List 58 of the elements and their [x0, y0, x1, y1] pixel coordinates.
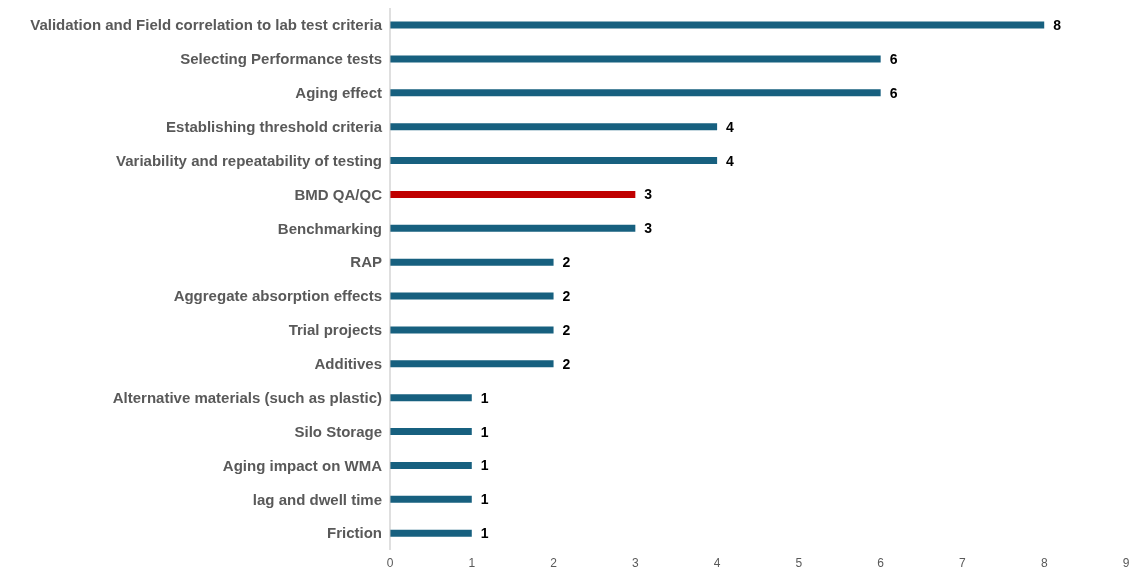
data-label: 1	[480, 457, 489, 474]
x-tick-label: 7	[959, 555, 967, 570]
data-label: 6	[889, 84, 898, 101]
y-tick-label: Validation and Field correlation to lab test criteria	[30, 16, 383, 34]
y-tick-label: Friction	[327, 524, 382, 542]
bar	[390, 529, 472, 537]
bar	[390, 394, 472, 402]
data-label: 1	[480, 423, 489, 440]
data-label: 3	[644, 186, 653, 203]
data-label: 2	[562, 321, 571, 338]
y-tick-label: BMD QA/QC	[294, 185, 383, 203]
y-tick-label: Aging effect	[295, 84, 382, 102]
y-tick-label: Establishing threshold criteria	[166, 117, 383, 135]
y-tick-label: Aggregate absorption effects	[173, 287, 382, 305]
x-tick-label: 0	[386, 555, 394, 570]
bar	[390, 258, 554, 266]
bar	[390, 89, 881, 97]
bar	[390, 123, 718, 131]
data-label: 1	[480, 389, 489, 406]
y-tick-label: Trial projects	[288, 321, 382, 339]
data-label: 1	[480, 525, 489, 542]
x-tick-label: 2	[550, 555, 558, 570]
x-tick-label: 9	[1122, 555, 1130, 570]
y-tick-label: Benchmarking	[277, 219, 382, 237]
y-tick-label: Additives	[314, 355, 382, 373]
data-label: 4	[726, 152, 735, 169]
y-tick-label: Selecting Performance tests	[180, 50, 382, 68]
bar	[390, 21, 1045, 29]
bar	[390, 326, 554, 334]
bar	[390, 224, 636, 232]
x-tick-label: 6	[877, 555, 885, 570]
bar	[390, 360, 554, 368]
y-tick-label: Alternative materials (such as plastic)	[112, 388, 382, 406]
data-label: 6	[889, 50, 898, 67]
data-label: 4	[726, 118, 735, 135]
bar	[390, 495, 472, 503]
data-label: 3	[644, 220, 653, 237]
bar	[390, 428, 472, 436]
data-label: 2	[562, 355, 571, 372]
y-tick-label: Aging impact on WMA	[222, 456, 383, 474]
x-tick-label: 4	[713, 555, 721, 570]
x-tick-label: 3	[631, 555, 639, 570]
y-tick-label: lag and dwell time	[252, 490, 382, 508]
x-tick-label: 8	[1040, 555, 1048, 570]
bar	[390, 292, 554, 300]
data-label: 8	[1053, 17, 1062, 34]
x-tick-label: 1	[468, 555, 476, 570]
bar	[390, 190, 636, 198]
y-tick-label: Silo Storage	[294, 422, 382, 440]
y-tick-label: RAP	[350, 253, 382, 271]
bar	[390, 461, 472, 469]
data-label: 2	[562, 288, 571, 305]
bar	[390, 157, 718, 165]
data-label: 2	[562, 254, 571, 271]
bar	[390, 55, 881, 63]
x-tick-label: 5	[795, 555, 803, 570]
data-label: 1	[480, 491, 489, 508]
y-tick-label: Variability and repeatability of testing	[116, 151, 382, 169]
